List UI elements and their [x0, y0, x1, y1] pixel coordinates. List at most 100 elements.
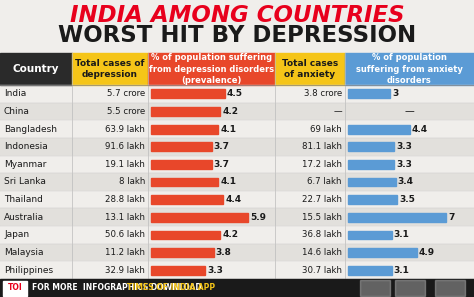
Text: Australia: Australia	[4, 213, 44, 222]
Text: 32.9 lakh: 32.9 lakh	[105, 266, 145, 275]
Bar	[0, 156, 474, 173]
Bar	[348, 142, 394, 151]
Text: 81.1 lakh: 81.1 lakh	[302, 142, 342, 151]
Text: 3.1: 3.1	[393, 230, 410, 239]
Bar	[151, 125, 219, 133]
Text: 28.8 lakh: 28.8 lakh	[105, 195, 145, 204]
Text: 3.8: 3.8	[216, 248, 231, 257]
Bar	[348, 125, 410, 133]
Bar	[348, 266, 392, 275]
Bar	[348, 160, 394, 169]
Bar	[0, 103, 474, 120]
Text: 4.1: 4.1	[220, 178, 237, 187]
Text: Malaysia: Malaysia	[4, 248, 44, 257]
Bar	[0, 120, 474, 138]
Bar	[0, 261, 474, 279]
Text: TOI: TOI	[8, 284, 22, 293]
Text: China: China	[4, 107, 30, 116]
Text: Myanmar: Myanmar	[4, 160, 46, 169]
Text: India: India	[4, 89, 26, 98]
Text: 11.2 lakh: 11.2 lakh	[105, 248, 145, 257]
Bar	[0, 208, 474, 226]
Bar	[151, 266, 205, 275]
Text: 3.3: 3.3	[396, 142, 412, 151]
Bar	[151, 213, 248, 222]
Text: WORST HIT BY DEPRESSION: WORST HIT BY DEPRESSION	[58, 23, 416, 47]
Bar	[151, 160, 212, 169]
Bar	[151, 248, 213, 257]
Text: —: —	[333, 107, 342, 116]
Text: 3.7: 3.7	[214, 142, 230, 151]
Text: 3.1: 3.1	[393, 266, 410, 275]
Text: % of population
suffering from anxiety
disorders: % of population suffering from anxiety d…	[356, 53, 463, 85]
Bar	[348, 248, 417, 257]
Bar	[151, 178, 219, 187]
Text: 17.2 lakh: 17.2 lakh	[302, 160, 342, 169]
Bar	[348, 178, 396, 187]
Text: 13.1 lakh: 13.1 lakh	[105, 213, 145, 222]
Bar	[151, 89, 225, 98]
Text: INDIA AMONG COUNTRIES: INDIA AMONG COUNTRIES	[70, 4, 404, 28]
Text: 5.9: 5.9	[250, 213, 266, 222]
Bar	[0, 191, 474, 208]
Text: 91.6 lakh: 91.6 lakh	[105, 142, 145, 151]
Bar	[0, 244, 474, 261]
Text: 22.7 lakh: 22.7 lakh	[302, 195, 342, 204]
Text: 5.5 crore: 5.5 crore	[107, 107, 145, 116]
Text: 4.2: 4.2	[222, 230, 238, 239]
Text: 3: 3	[392, 89, 399, 98]
Text: —: —	[405, 106, 414, 116]
Text: 4.4: 4.4	[412, 124, 428, 134]
Text: Indonesia: Indonesia	[4, 142, 48, 151]
Text: 4.9: 4.9	[419, 248, 435, 257]
Text: 4.4: 4.4	[226, 195, 242, 204]
Bar	[151, 142, 212, 151]
Bar	[151, 195, 223, 204]
Bar	[148, 53, 275, 85]
Bar	[360, 280, 390, 296]
Text: 3.5: 3.5	[399, 195, 415, 204]
Text: 3.7: 3.7	[214, 160, 230, 169]
Bar	[0, 226, 474, 244]
Text: 30.7 lakh: 30.7 lakh	[302, 266, 342, 275]
Text: 7: 7	[448, 213, 455, 222]
Text: 36.8 lakh: 36.8 lakh	[302, 230, 342, 239]
Bar	[435, 280, 465, 296]
Text: % of population suffering
from depression disorders
(prevalence): % of population suffering from depressio…	[149, 53, 274, 85]
Text: 15.5 lakh: 15.5 lakh	[302, 213, 342, 222]
Bar	[348, 213, 447, 222]
Bar	[395, 280, 425, 296]
Bar	[0, 85, 474, 103]
Text: Thailand: Thailand	[4, 195, 43, 204]
Text: 63.9 lakh: 63.9 lakh	[105, 124, 145, 134]
Bar	[348, 195, 397, 204]
Text: 8 lakh: 8 lakh	[118, 178, 145, 187]
Text: Total cases
of anxiety: Total cases of anxiety	[282, 59, 338, 79]
Bar	[348, 230, 392, 239]
Text: TIMES OF INDIA APP: TIMES OF INDIA APP	[127, 284, 215, 293]
Bar	[151, 107, 220, 116]
Bar	[275, 53, 345, 85]
Text: Total cases of
depression: Total cases of depression	[75, 59, 145, 79]
Text: 69 lakh: 69 lakh	[310, 124, 342, 134]
Bar	[348, 89, 390, 98]
Bar	[0, 173, 474, 191]
Text: 14.6 lakh: 14.6 lakh	[302, 248, 342, 257]
Text: 50.6 lakh: 50.6 lakh	[105, 230, 145, 239]
Text: 4.2: 4.2	[222, 107, 238, 116]
Bar	[345, 53, 474, 85]
Bar	[0, 53, 72, 85]
Text: 19.1 lakh: 19.1 lakh	[105, 160, 145, 169]
Bar	[72, 53, 148, 85]
Text: Japan: Japan	[4, 230, 29, 239]
Text: Country: Country	[13, 64, 59, 74]
Bar	[0, 138, 474, 156]
Text: 3.3: 3.3	[396, 160, 412, 169]
Text: 3.4: 3.4	[398, 178, 414, 187]
Text: Bangladesh: Bangladesh	[4, 124, 57, 134]
Text: FOR MORE  INFOGRAPHICS DOWNLOAD: FOR MORE INFOGRAPHICS DOWNLOAD	[32, 284, 204, 293]
Text: Philippines: Philippines	[4, 266, 53, 275]
Text: Sri Lanka: Sri Lanka	[4, 178, 46, 187]
Bar	[0, 279, 474, 297]
Text: 6.7 lakh: 6.7 lakh	[308, 178, 342, 187]
